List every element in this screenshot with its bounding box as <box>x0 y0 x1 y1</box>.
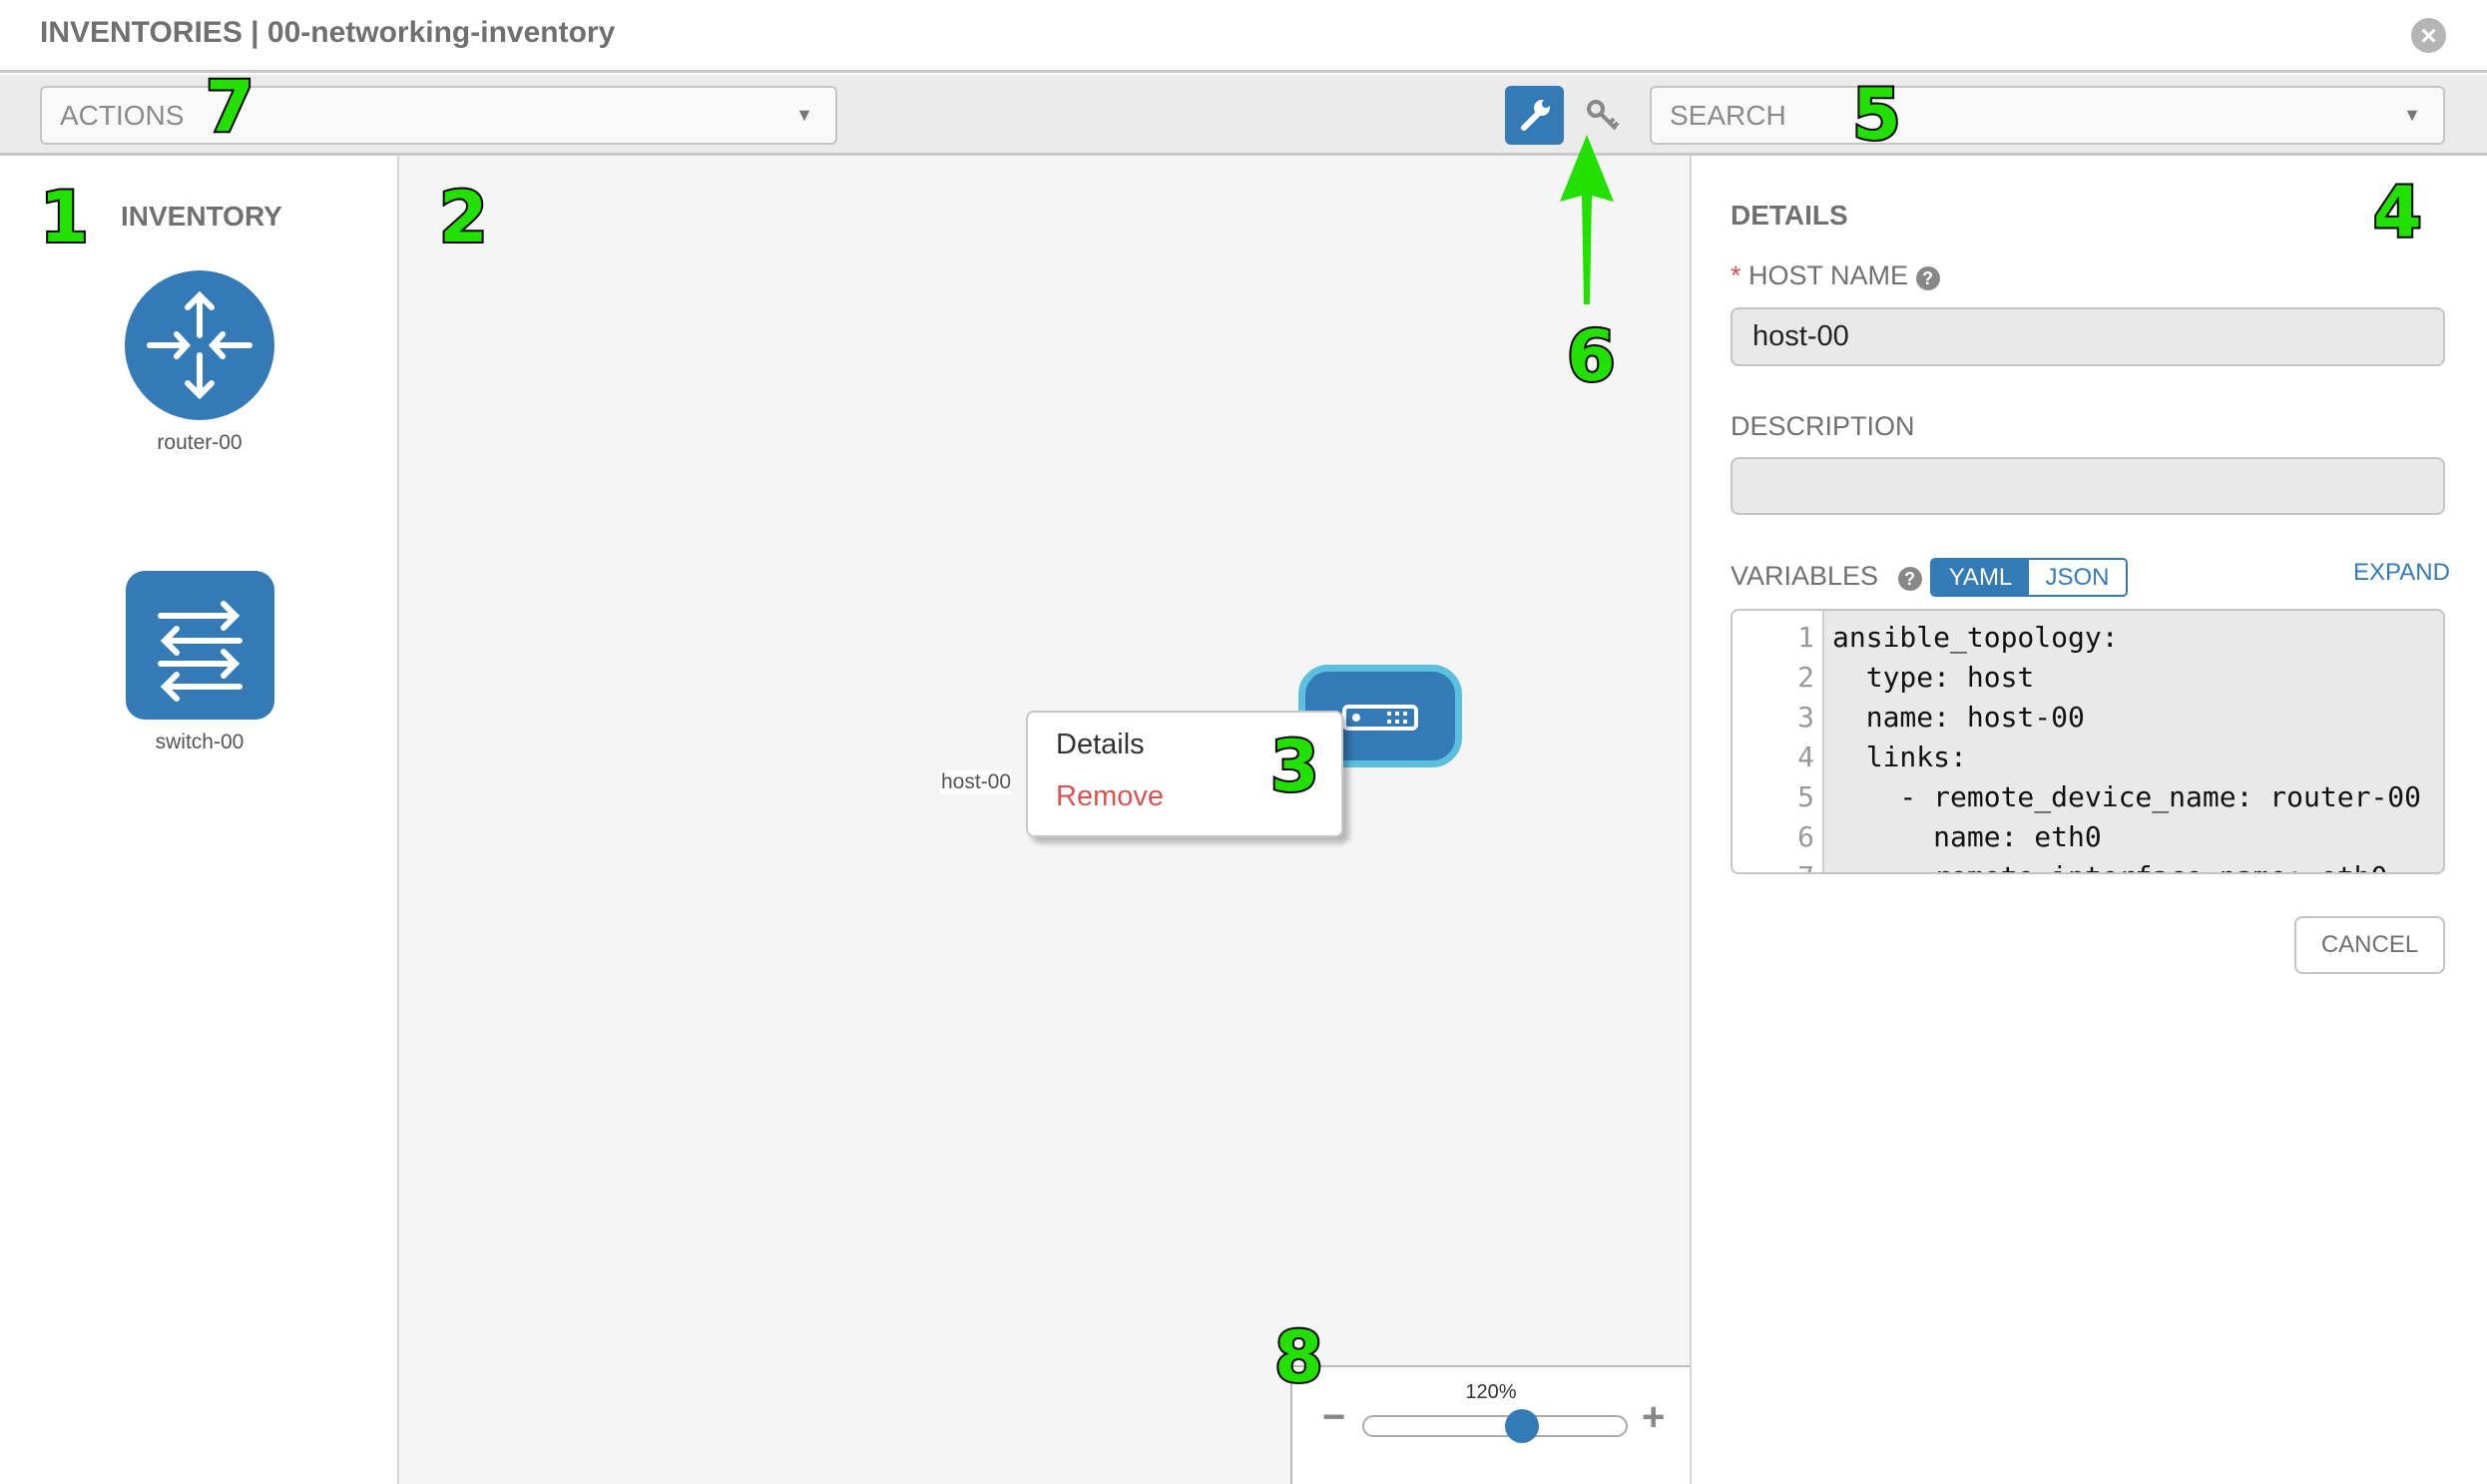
zoom-slider-thumb[interactable] <box>1504 1409 1539 1443</box>
wrench-mode-button[interactable] <box>1505 86 1564 145</box>
inventory-panel: INVENTORY router-00 switch-00 <box>0 156 399 1484</box>
inventory-heading: INVENTORY <box>121 201 282 232</box>
host-server-icon <box>1342 705 1418 731</box>
router-icon <box>147 290 252 400</box>
annotation-1: 1 <box>38 177 91 258</box>
details-heading: DETAILS <box>1731 200 1848 231</box>
line-number: 3 <box>1797 701 1814 734</box>
menu-item-remove[interactable]: Remove <box>1056 780 1164 812</box>
host-label: host-00 <box>941 770 1012 794</box>
zoom-in-button[interactable]: + <box>1642 1395 1666 1439</box>
variables-label-text: VARIABLES <box>1731 561 1879 591</box>
chevron-down-icon: ▼ <box>2403 105 2421 125</box>
help-icon[interactable]: ? <box>1897 567 1922 591</box>
cancel-button[interactable]: CANCEL <box>2294 916 2445 974</box>
zoom-control: 120% − + <box>1290 1365 1690 1484</box>
key-icon <box>1587 100 1620 131</box>
line-number: 7 <box>1797 860 1814 872</box>
close-icon[interactable]: × <box>2411 18 2446 53</box>
help-icon[interactable]: ? <box>1915 266 1940 290</box>
annotation-8: 8 <box>1272 1316 1325 1398</box>
code-line: links: <box>1832 741 1967 773</box>
variables-label: VARIABLES ? <box>1731 561 1922 592</box>
annotation-4: 4 <box>2371 172 2424 253</box>
search-dropdown[interactable]: SEARCH ▼ <box>1650 86 2445 145</box>
actions-dropdown[interactable]: ACTIONS ▼ <box>40 86 837 145</box>
host-name-label-text: HOST NAME <box>1748 260 1909 290</box>
annotation-7: 7 <box>204 66 256 148</box>
description-input[interactable] <box>1731 457 2445 515</box>
annotation-6: 6 <box>1565 315 1618 397</box>
router-label: router-00 <box>157 431 243 454</box>
topology-canvas[interactable]: host-00 Details Remove <box>399 156 1690 1484</box>
annotation-arrow-icon <box>1560 135 1614 304</box>
switch-icon <box>158 601 243 702</box>
switch-label: switch-00 <box>155 731 245 753</box>
zoom-slider[interactable] <box>1362 1415 1628 1437</box>
variables-editor[interactable]: 1 2 3 4 5 6 7 ansible_topology: type: host nam… <box>1731 609 2445 874</box>
zoom-level: 120% <box>1465 1381 1517 1403</box>
line-number: 6 <box>1797 820 1814 853</box>
wrench-icon <box>1521 100 1550 131</box>
description-label: DESCRIPTION <box>1731 411 1915 441</box>
annotation-5: 5 <box>1850 74 1903 156</box>
host-name-input[interactable]: host-00 <box>1731 307 2445 366</box>
page-title: INVENTORIES | 00-networking-inventory <box>40 16 616 49</box>
search-placeholder: SEARCH <box>1670 100 1786 131</box>
router-device[interactable] <box>125 270 274 420</box>
actions-placeholder: ACTIONS <box>60 100 185 131</box>
annotation-3: 3 <box>1268 726 1321 807</box>
code-line: remote_interface_name: eth0 <box>1832 860 2387 872</box>
code-line: - remote_device_name: router-00 <box>1832 780 2422 813</box>
key-mode-button[interactable] <box>1585 98 1621 134</box>
menu-item-details[interactable]: Details <box>1056 729 1145 760</box>
zoom-out-button[interactable]: − <box>1322 1395 1346 1439</box>
yaml-tab[interactable]: YAML <box>1932 560 2029 595</box>
format-toggle: YAML JSON <box>1930 558 2128 597</box>
line-number: 4 <box>1797 741 1814 773</box>
line-number: 2 <box>1797 661 1814 694</box>
context-menu: Details Remove <box>1026 711 1343 837</box>
line-gutter: 1 2 3 4 5 6 7 <box>1733 611 1824 872</box>
line-number: 1 <box>1797 621 1814 654</box>
chevron-down-icon: ▼ <box>795 105 813 125</box>
code-line: ansible_topology: <box>1832 621 2119 654</box>
required-mark: * <box>1731 260 1741 290</box>
title-bar: INVENTORIES | 00-networking-inventory × <box>0 0 2487 73</box>
code-line: name: eth0 <box>1832 820 2102 853</box>
host-name-label: * HOST NAME ? <box>1731 260 1940 291</box>
code-line: type: host <box>1832 661 2035 694</box>
line-number: 5 <box>1797 780 1814 813</box>
switch-device[interactable] <box>126 571 274 720</box>
code-line: name: host-00 <box>1832 701 2085 734</box>
json-tab[interactable]: JSON <box>2029 560 2126 595</box>
expand-link[interactable]: EXPAND <box>2353 559 2450 586</box>
annotation-2: 2 <box>437 177 490 258</box>
